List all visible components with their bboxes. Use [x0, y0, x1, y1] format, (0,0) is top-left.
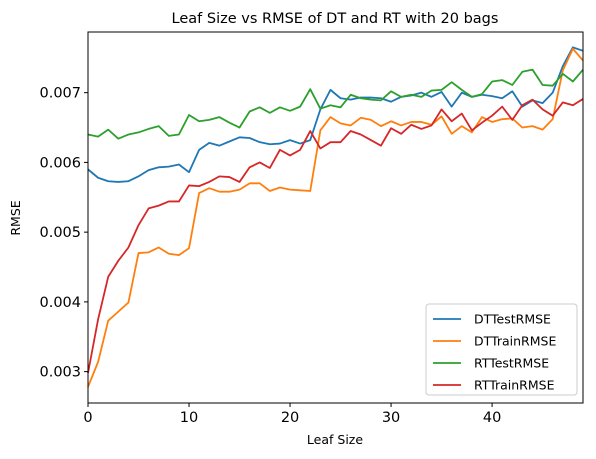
series-line-rttrainrmse — [87, 98, 584, 374]
series-line-dttestrmse — [87, 46, 584, 183]
series-line-rttestrmse — [87, 68, 584, 140]
x-axis-label: Leaf Size — [307, 432, 363, 447]
x-tick-label: 30 — [382, 410, 400, 426]
x-tick-label: 20 — [281, 410, 299, 426]
y-axis-label: RMSE — [8, 200, 23, 235]
legend-label-rttrainrmse: RTTrainRMSE — [474, 378, 555, 393]
legend-label-dttrainrmse: DTTrainRMSE — [474, 334, 556, 349]
x-axis-ticks: 0 10 20 30 40 — [83, 403, 501, 426]
plot-area — [87, 46, 584, 388]
x-tick-label: 0 — [83, 410, 92, 426]
x-tick-label: 40 — [483, 410, 501, 426]
y-tick-label: 0.003 — [39, 365, 81, 381]
legend-box — [425, 303, 578, 396]
legend: DTTestRMSE DTTrainRMSE RTTestRMSE RTTrainRM… — [425, 303, 578, 396]
chart-title: Leaf Size vs RMSE of DT and RT with 20 b… — [172, 11, 499, 27]
y-tick-label: 0.007 — [39, 86, 81, 102]
y-tick-label: 0.006 — [39, 155, 81, 171]
x-tick-label: 10 — [180, 410, 198, 426]
legend-label-dttestrmse: DTTestRMSE — [474, 312, 551, 327]
y-tick-label: 0.005 — [39, 225, 81, 241]
y-tick-label: 0.004 — [39, 295, 81, 311]
y-axis-ticks: 0.003 0.004 0.005 0.006 0.007 — [39, 86, 88, 381]
legend-label-rttestrmse: RTTestRMSE — [474, 356, 549, 371]
series-line-dttrainrmse — [87, 47, 584, 388]
plot-frame — [87, 31, 584, 404]
